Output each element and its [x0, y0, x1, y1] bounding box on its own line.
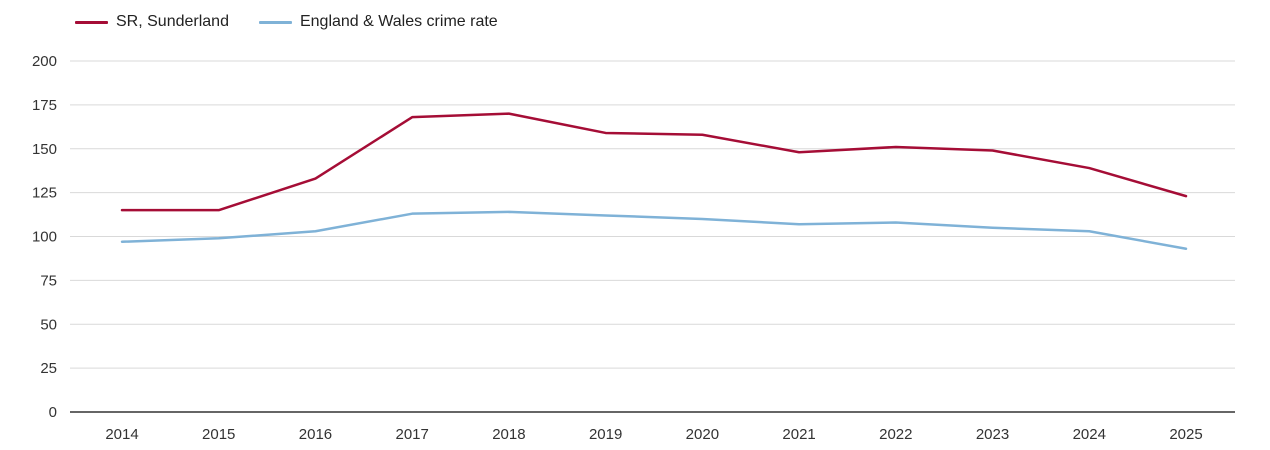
x-tick-label: 2019	[589, 426, 622, 443]
x-tick-label: 2017	[395, 426, 428, 443]
x-tick-label: 2023	[976, 426, 1009, 443]
legend-label-england-wales: England & Wales crime rate	[299, 13, 498, 30]
y-tick-label: 0	[49, 404, 57, 421]
chart-legend: SR, Sunderland England & Wales crime rat…	[75, 12, 498, 32]
x-tick-label: 2016	[299, 426, 332, 443]
y-tick-label: 25	[40, 360, 57, 377]
x-tick-label: 2021	[782, 426, 815, 443]
series-line-sunderland	[120, 112, 1188, 212]
y-tick-label: 200	[32, 53, 57, 70]
x-tick-label: 2020	[686, 426, 719, 443]
legend-item-sunderland: SR, Sunderland	[75, 12, 229, 32]
y-tick-label: 75	[40, 272, 57, 289]
y-tick-label: 50	[40, 316, 57, 333]
x-tick-label: 2025	[1169, 426, 1202, 443]
x-tick-label: 2014	[105, 426, 138, 443]
x-tick-label: 2024	[1073, 426, 1106, 443]
y-tick-label: 150	[32, 141, 57, 158]
legend-item-england-wales: England & Wales crime rate	[258, 12, 498, 32]
legend-swatch-england-wales	[258, 20, 292, 24]
x-tick-label: 2022	[879, 426, 912, 443]
series-line-england-wales	[120, 210, 1188, 251]
y-tick-label: 100	[32, 229, 57, 246]
x-tick-label: 2018	[492, 426, 525, 443]
y-tick-label: 175	[32, 97, 57, 114]
y-tick-label: 125	[32, 185, 57, 202]
legend-label-sunderland: SR, Sunderland	[116, 13, 229, 30]
legend-swatch-sunderland	[75, 20, 108, 24]
x-tick-label: 2015	[202, 426, 235, 443]
